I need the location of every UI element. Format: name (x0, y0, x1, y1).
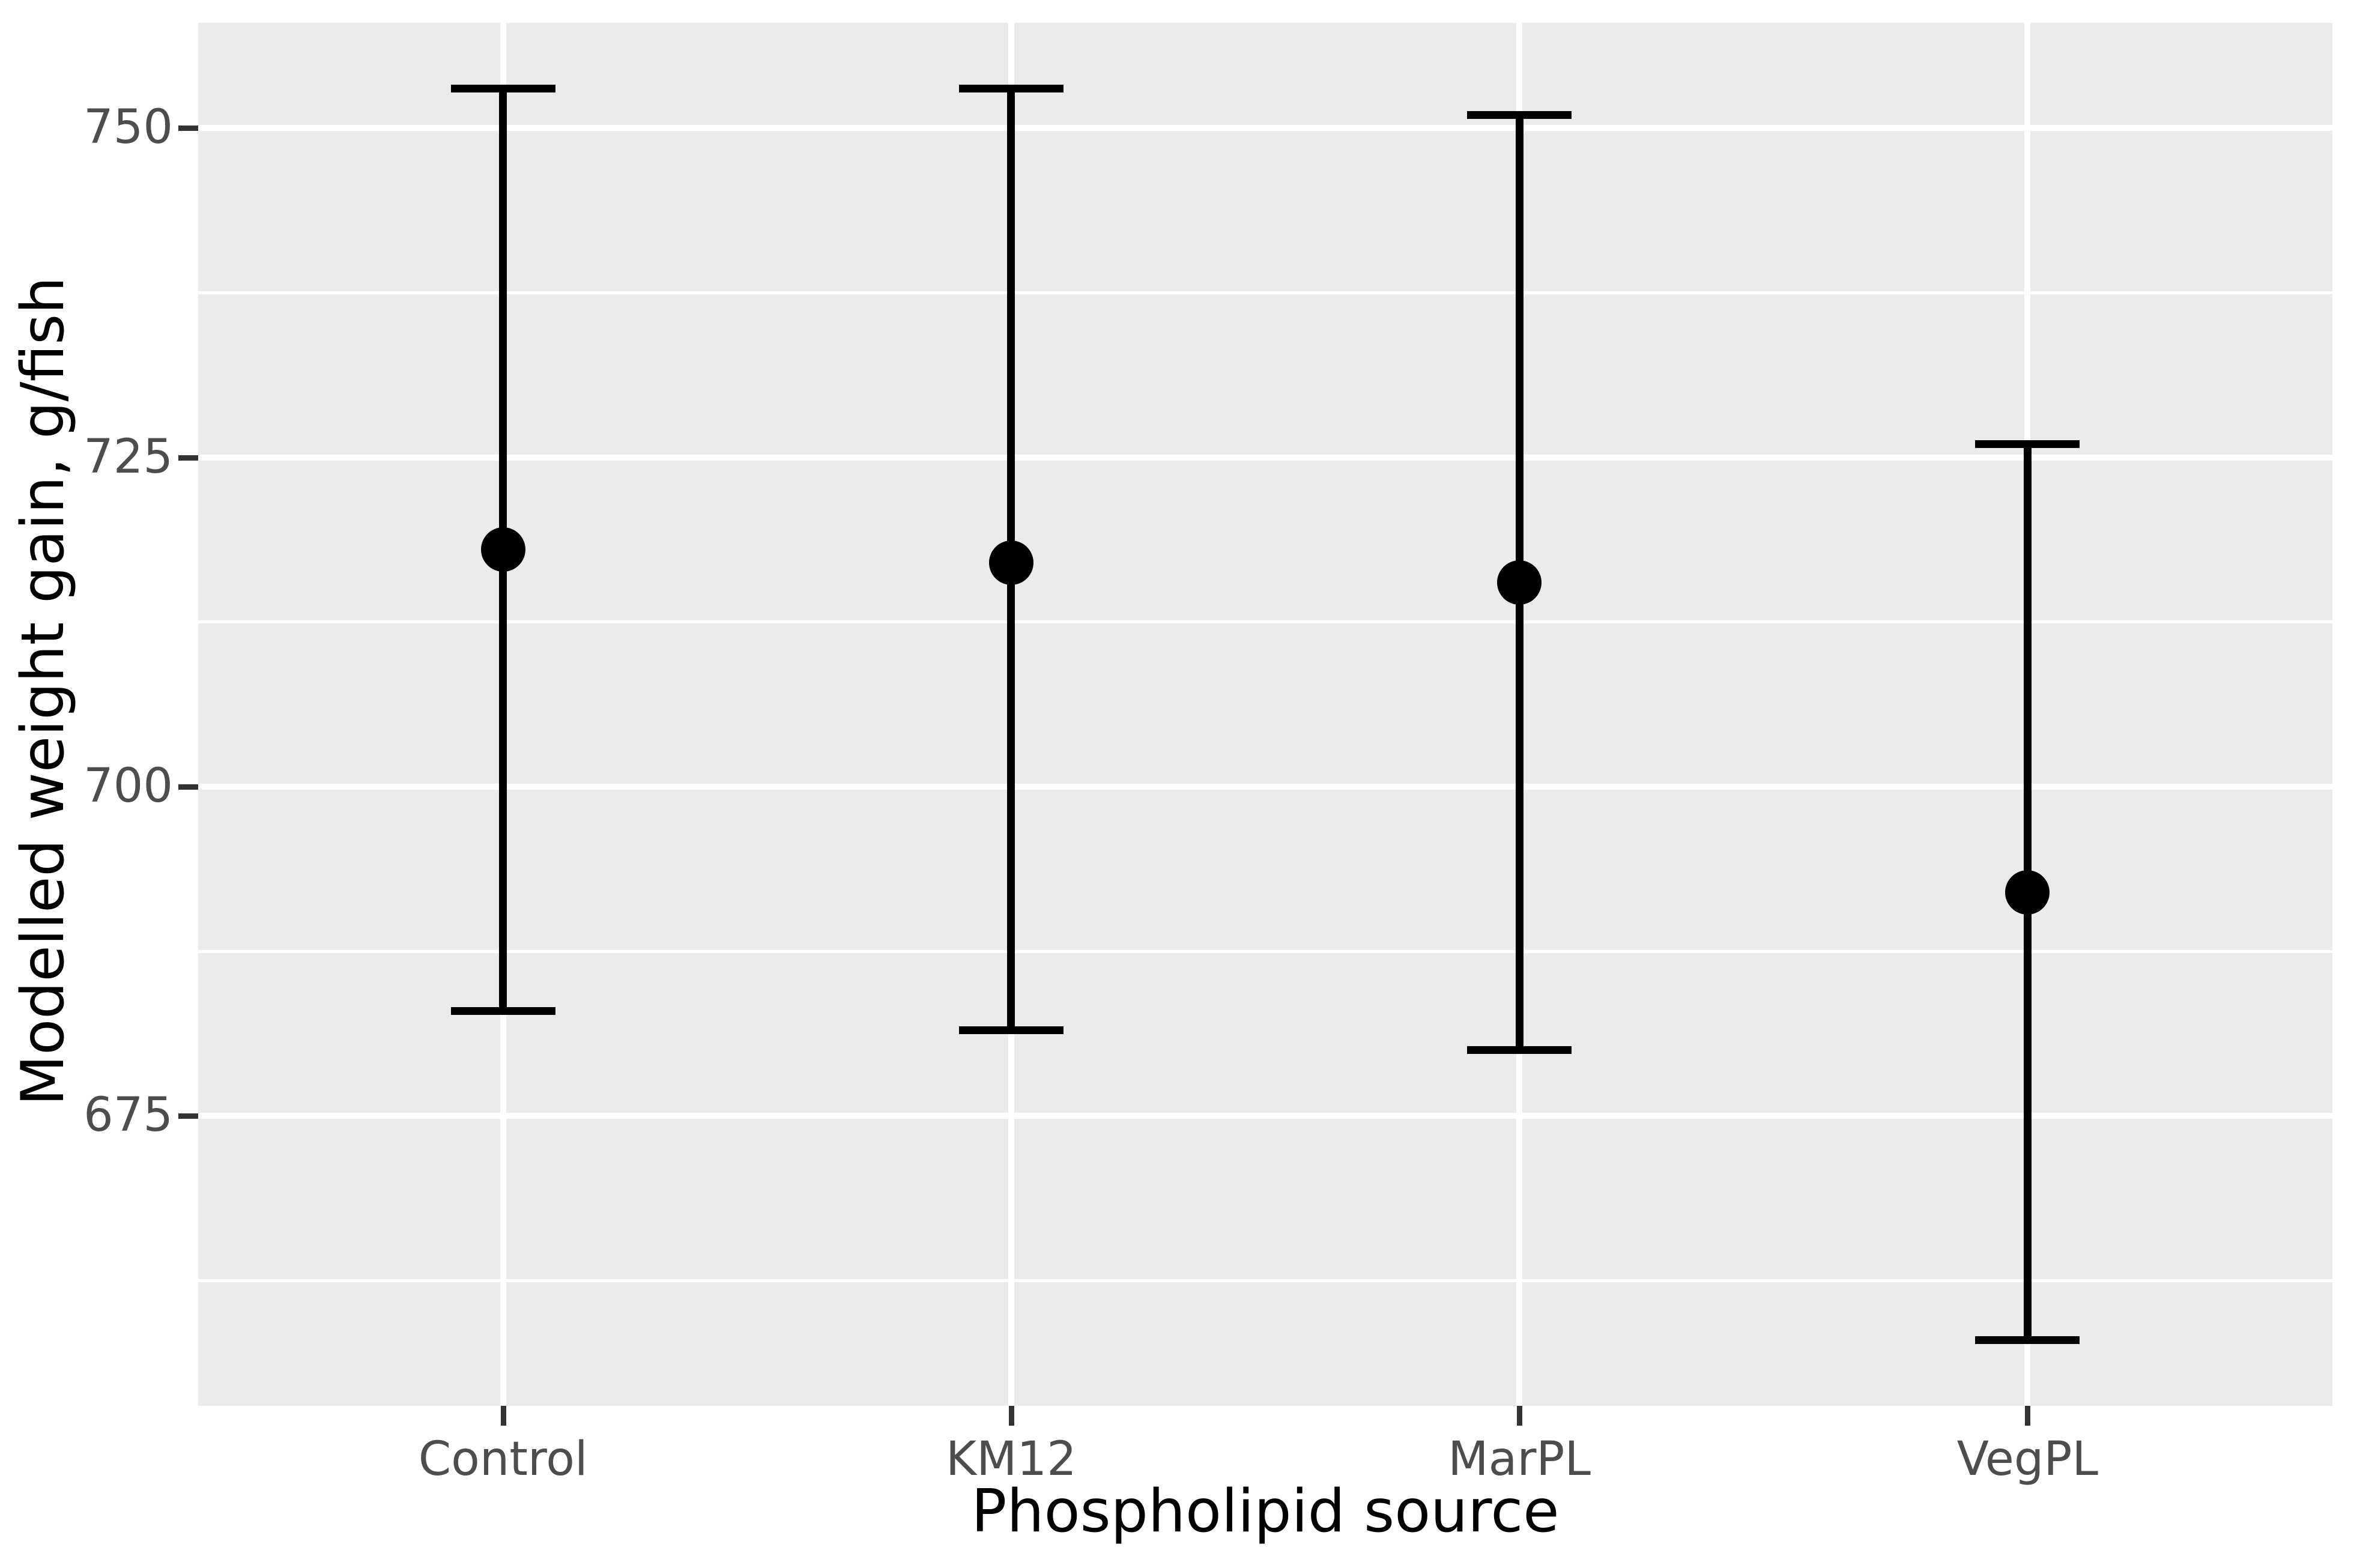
x-tick-mark (1517, 1406, 1523, 1426)
y-tick-mark (178, 1113, 198, 1119)
x-tick-label: VegPL (1956, 1432, 2098, 1486)
x-tick-label: KM12 (946, 1432, 1077, 1486)
errorbar-cap-bottom (1467, 1046, 1572, 1055)
gridline-major (198, 125, 2332, 132)
y-tick-mark (178, 784, 198, 790)
y-tick-mark (178, 126, 198, 132)
gridline-minor (198, 949, 2332, 953)
gridline-major (198, 454, 2332, 461)
errorbar-cap-top (958, 85, 1064, 93)
gridline-major (198, 1113, 2332, 1119)
y-tick-mark (178, 455, 198, 461)
x-tick-label: Control (418, 1432, 588, 1486)
y-tick-label: 675 (83, 1088, 173, 1143)
x-tick-mark (1008, 1406, 1014, 1426)
gridline-minor (198, 620, 2332, 624)
errorbar-cap-bottom (958, 1026, 1064, 1035)
point-marker (480, 527, 525, 572)
x-tick-mark (500, 1406, 506, 1426)
errorbar-cap-bottom (450, 1006, 555, 1015)
point-marker (2005, 870, 2050, 915)
gridline-minor (198, 1279, 2332, 1283)
x-tick-mark (2025, 1406, 2031, 1426)
errorbar-cap-top (450, 85, 555, 93)
errorbar-cap-top (1467, 111, 1572, 120)
gridline-major (198, 784, 2332, 790)
x-tick-label: MarPL (1448, 1432, 1591, 1486)
gridline-minor (198, 291, 2332, 295)
errorbar-cap-top (1975, 440, 2080, 449)
point-marker (988, 540, 1033, 586)
x-axis-title: Phospholipid source (971, 1477, 1560, 1546)
errorbar-cap-bottom (1975, 1336, 2080, 1344)
point-marker (1497, 560, 1542, 605)
y-tick-label: 725 (83, 429, 173, 484)
plot-panel (198, 23, 2332, 1406)
y-tick-label: 750 (83, 100, 173, 155)
y-tick-label: 700 (83, 759, 173, 814)
